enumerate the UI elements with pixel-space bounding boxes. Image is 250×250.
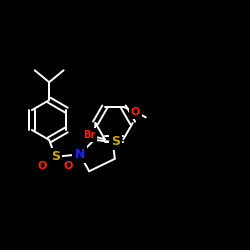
Text: O: O — [64, 161, 73, 171]
Text: O: O — [38, 161, 47, 171]
Text: O: O — [131, 107, 140, 117]
Text: Br: Br — [83, 130, 95, 140]
Text: S: S — [111, 135, 120, 148]
Text: S: S — [51, 150, 60, 163]
Text: N: N — [74, 148, 85, 161]
